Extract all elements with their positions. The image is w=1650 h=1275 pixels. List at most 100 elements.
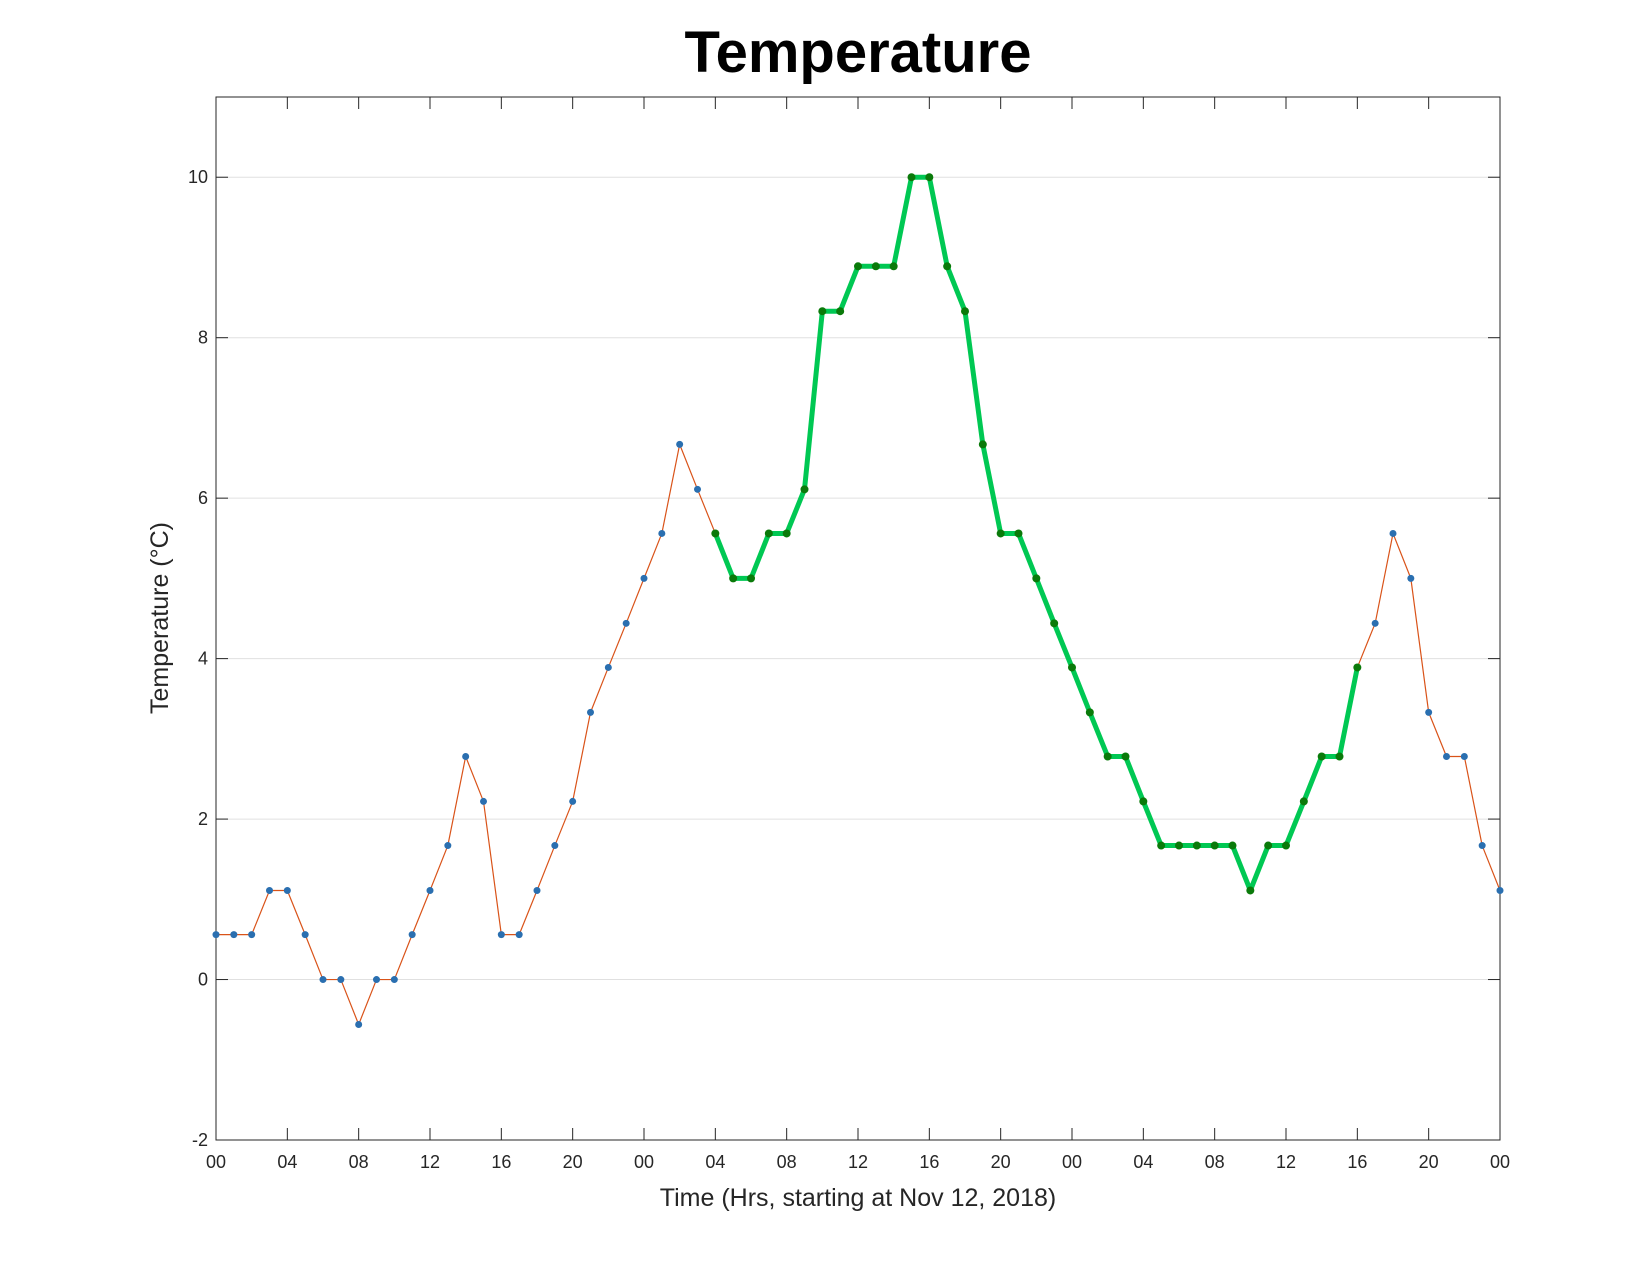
y-tick-label: -2 [192,1130,208,1150]
series-layer [212,173,1504,1028]
x-tick-label: 00 [1490,1152,1510,1172]
data-point [230,931,238,939]
data-point [1496,886,1504,894]
data-point [1478,842,1486,850]
data-point [640,574,648,582]
highlighted-data-point [1103,752,1112,761]
highlighted-data-point [961,307,969,316]
highlighted-data-point [764,529,773,538]
y-tick-label: 6 [198,488,208,508]
highlighted-data-point [782,529,791,538]
data-point [1460,752,1468,760]
x-tick-label: 12 [420,1152,440,1172]
x-tick-label: 00 [1062,1152,1082,1172]
highlighted-data-point [836,307,845,316]
highlighted-data-point [1139,797,1148,806]
x-tick-label: 00 [634,1152,654,1172]
x-axis-label: Time (Hrs, starting at Nov 12, 2018) [660,1184,1056,1212]
highlighted-data-point [907,173,916,182]
data-point [1371,619,1379,627]
data-point [266,886,273,894]
data-point [1425,708,1433,716]
y-axis-label: Temperature (°C) [146,522,174,714]
plot-area-frame [215,96,1501,1141]
highlighted-data-point [1228,841,1237,850]
data-point [444,842,452,850]
highlighted-data-point [1121,752,1130,761]
highlighted-data-point [1192,841,1201,850]
data-point [1407,574,1415,582]
data-point [426,886,434,894]
highlighted-data-point [1246,886,1255,895]
data-point [212,931,220,939]
y-tick-label: 4 [198,649,208,669]
highlighted-data-point [1085,708,1094,717]
highlighted-data-point [747,574,755,583]
data-point [408,931,416,939]
data-point [462,752,470,760]
highlighted-data-point [729,574,738,583]
y-tick-label: 8 [198,328,208,348]
highlighted-data-point [871,262,880,271]
data-point [569,797,577,805]
highlighted-data-point [925,173,934,182]
data-point [604,663,612,671]
gridlines [216,176,1500,1141]
data-point [248,931,256,939]
data-point [480,797,487,805]
highlighted-data-point [1050,619,1059,628]
highlighted-data-point [818,307,827,316]
data-point [355,1020,363,1028]
data-point [1389,529,1397,537]
highlighted-data-point [1282,841,1290,850]
highlighted-data-point [943,262,952,271]
data-point [533,886,541,894]
x-tick-label: 08 [349,1152,369,1172]
data-point [676,440,684,448]
highlighted-data-point [800,485,809,494]
highlighted-data-point [1299,797,1308,806]
x-tick-label: 04 [705,1152,725,1172]
highlighted-data-point [978,440,987,449]
data-point [515,931,523,939]
data-point [1443,752,1450,760]
x-tick-label: 04 [1133,1152,1153,1172]
x-tick-label: 08 [777,1152,797,1172]
data-point [390,976,398,984]
highlighted-data-point [889,262,898,271]
data-point [658,529,666,537]
data-point [694,485,701,493]
data-point [373,976,380,984]
x-tick-label: 12 [1276,1152,1296,1172]
highlighted-data-point [996,529,1005,538]
highlighted-data-point [1335,752,1344,761]
data-point [587,708,594,716]
data-point [551,842,559,850]
y-tick-label: 0 [198,970,208,990]
highlighted-data-point [1032,574,1041,583]
data-point [283,886,291,894]
highlighted-data-point [1157,841,1166,850]
highlighted-temperature-line [712,174,1360,893]
y-tick-label: 10 [188,167,208,187]
data-point [301,931,309,939]
data-point [319,976,327,984]
x-tick-label: 00 [206,1152,226,1172]
x-tick-label: 16 [919,1152,939,1172]
highlighted-data-point [1353,663,1362,672]
highlighted-data-point [1175,841,1183,850]
data-point [337,976,345,984]
highlighted-data-point [1317,752,1326,761]
x-tick-label: 20 [991,1152,1011,1172]
highlighted-data-point [854,262,862,271]
data-point [622,619,630,627]
highlighted-data-point [711,529,720,538]
highlighted-data-point [1068,663,1076,672]
x-tick-label: 20 [563,1152,583,1172]
x-tick-label: 08 [1205,1152,1225,1172]
axis-ticks: -2 0 2 4 6 8 10 00 04 08 12 16 20 00 04 08 12 16 20 00 04 08 1… [188,97,1510,1172]
x-tick-label: 04 [277,1152,297,1172]
y-tick-label: 2 [198,809,208,829]
highlighted-data-point [1264,841,1273,850]
